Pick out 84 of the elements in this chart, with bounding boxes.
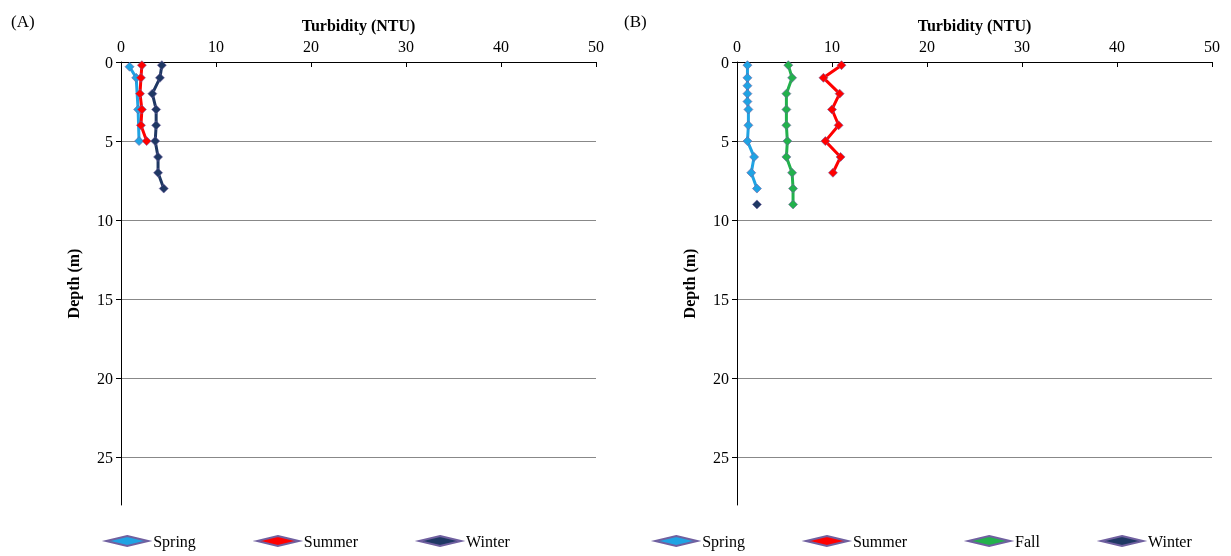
x-tick-label: 30 xyxy=(398,37,414,55)
y-tick-label: 10 xyxy=(97,211,113,229)
point xyxy=(743,104,754,115)
x-tick-label: 50 xyxy=(1204,37,1220,55)
point xyxy=(820,136,831,146)
point xyxy=(835,152,846,162)
x-tick-label: 20 xyxy=(303,37,319,55)
point xyxy=(137,104,147,115)
y-tick-label: 0 xyxy=(105,53,113,71)
point xyxy=(833,120,844,131)
point xyxy=(818,73,829,83)
point xyxy=(783,60,794,70)
point xyxy=(147,88,158,99)
y-tick-label: 15 xyxy=(713,290,729,308)
point xyxy=(788,199,798,210)
point xyxy=(749,152,759,162)
point xyxy=(153,167,163,178)
y-axis-title: Depth (m) xyxy=(64,248,83,319)
point xyxy=(787,73,797,83)
y-tick-label: 20 xyxy=(713,369,729,387)
legend-label: Winter xyxy=(466,532,511,550)
y-tick-label: 20 xyxy=(97,369,113,387)
point xyxy=(781,120,792,131)
point xyxy=(781,88,792,99)
chart-title: (B) xyxy=(624,12,647,31)
x-tick-label: 50 xyxy=(588,37,604,55)
point xyxy=(787,167,797,178)
x-tick-label: 10 xyxy=(208,37,224,55)
point xyxy=(157,60,167,70)
y-tick-label: 10 xyxy=(713,211,729,229)
point xyxy=(752,199,762,210)
x-tick-label: 30 xyxy=(1014,37,1030,55)
point xyxy=(137,60,147,70)
point xyxy=(742,136,753,146)
legend-label: Spring xyxy=(702,532,745,551)
x-tick-label: 20 xyxy=(919,37,935,55)
y-tick-label: 15 xyxy=(97,290,113,308)
point xyxy=(150,136,160,146)
legend-label: Winter xyxy=(1148,532,1193,550)
x-tick-label: 0 xyxy=(117,37,125,55)
point xyxy=(836,60,847,70)
x-tick-label: 40 xyxy=(1109,37,1125,55)
point xyxy=(828,167,838,178)
point xyxy=(151,104,161,115)
legend-label: Fall xyxy=(1015,532,1041,550)
point xyxy=(743,120,754,131)
point xyxy=(134,136,144,146)
point xyxy=(742,60,753,70)
point xyxy=(124,61,135,72)
x-axis-title: Turbidity (NTU) xyxy=(301,16,416,35)
y-tick-label: 5 xyxy=(721,132,729,150)
point xyxy=(746,167,757,178)
point xyxy=(834,88,845,99)
legend-label: Spring xyxy=(153,532,196,551)
point xyxy=(781,152,792,162)
chart-title: (A) xyxy=(11,12,35,31)
point xyxy=(788,183,798,194)
y-tick-label: 0 xyxy=(721,53,729,71)
point xyxy=(153,152,163,162)
x-tick-label: 0 xyxy=(733,37,741,55)
legend-label: Summer xyxy=(303,532,359,550)
x-tick-label: 40 xyxy=(493,37,509,55)
y-tick-label: 25 xyxy=(97,449,113,467)
legend-label: Summer xyxy=(852,532,908,550)
point xyxy=(742,88,753,99)
point xyxy=(135,88,145,99)
point xyxy=(742,80,753,91)
y-axis-title: Depth (m) xyxy=(680,248,699,319)
y-tick-label: 5 xyxy=(105,132,113,150)
point xyxy=(752,183,762,194)
point xyxy=(155,73,165,83)
point xyxy=(151,120,161,131)
x-tick-label: 10 xyxy=(824,37,840,55)
point xyxy=(136,120,146,131)
point xyxy=(158,183,169,194)
point xyxy=(781,104,792,115)
point xyxy=(136,73,146,83)
point xyxy=(742,73,753,83)
point xyxy=(827,104,837,115)
point xyxy=(742,96,753,107)
y-tick-label: 25 xyxy=(713,449,729,467)
point xyxy=(141,136,152,146)
point xyxy=(782,136,793,146)
x-axis-title: Turbidity (NTU) xyxy=(917,16,1032,35)
